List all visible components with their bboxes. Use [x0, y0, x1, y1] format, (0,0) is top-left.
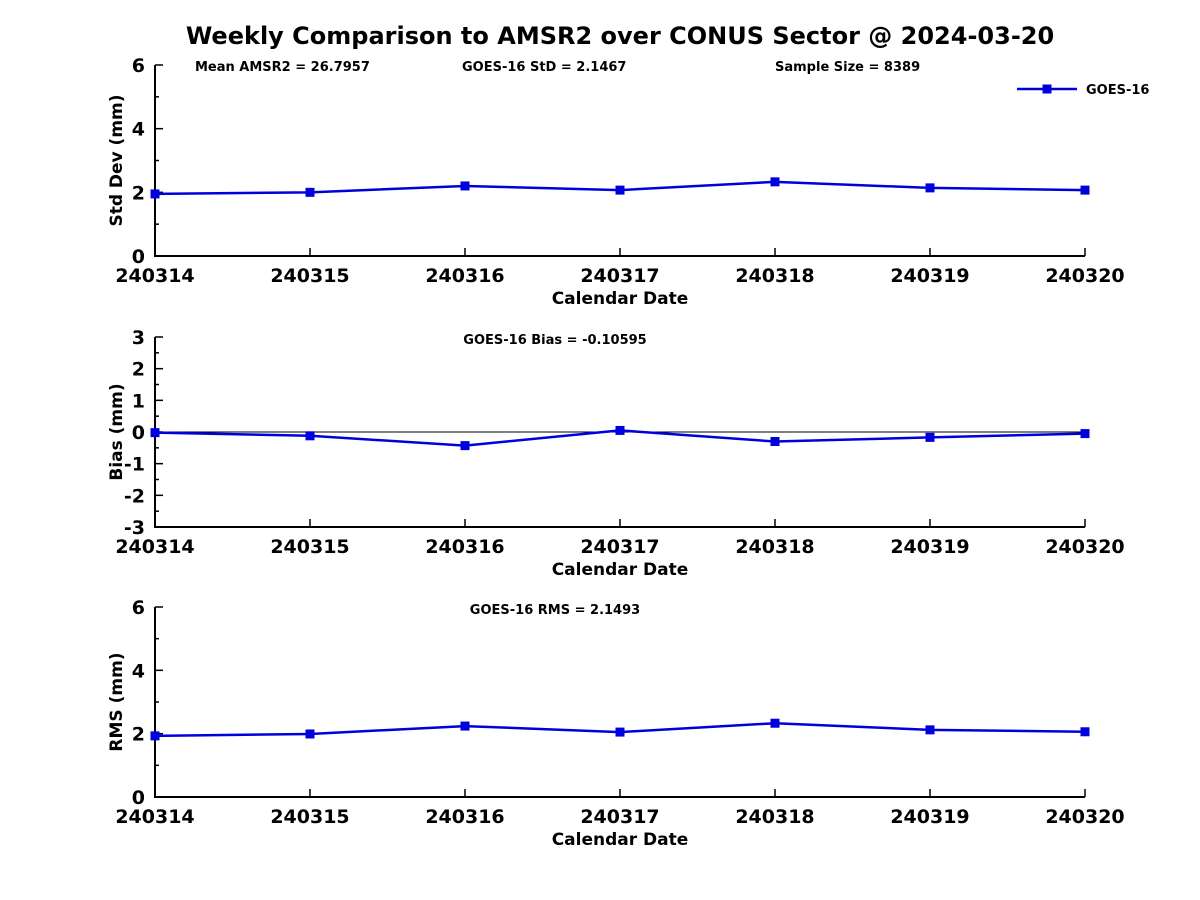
x-tick-label: 240320 — [1045, 265, 1124, 287]
figure-title: Weekly Comparison to AMSR2 over CONUS Se… — [185, 22, 1055, 50]
series-marker — [925, 432, 935, 442]
y-tick-label: 4 — [132, 660, 145, 682]
y-axis-label: Std Dev (mm) — [107, 94, 127, 226]
y-axis-label: RMS (mm) — [107, 652, 127, 751]
subplot-3: 0 2 4 6 240314 240315 240316 240317 240318 240319… — [107, 597, 1125, 850]
x-tick-label: 240316 — [425, 536, 504, 558]
series-marker — [1080, 727, 1090, 737]
y-tick-label: 6 — [132, 597, 145, 619]
series-marker — [925, 725, 935, 735]
y-tick-label: 0 — [132, 422, 145, 444]
x-tick-label: 240316 — [425, 806, 504, 828]
legend-marker-sample — [1042, 84, 1052, 94]
series-marker — [925, 183, 935, 193]
subplot-title: GOES-16 RMS = 2.1493 — [470, 603, 640, 618]
y-tick-label: 2 — [132, 724, 145, 746]
stat-annotation: Mean AMSR2 = 26.7957 — [195, 60, 370, 75]
x-tick-label: 240314 — [115, 806, 194, 828]
legend: GOES-16 — [1017, 83, 1149, 98]
stat-annotation: GOES-16 StD = 2.1467 — [462, 60, 626, 75]
y-tick-label: -2 — [124, 485, 145, 507]
stat-annotation: Sample Size = 8389 — [775, 60, 920, 75]
y-tick-label: -1 — [124, 454, 145, 476]
series-marker — [150, 428, 160, 438]
y-tick-label: -3 — [124, 517, 145, 539]
series-marker — [460, 181, 470, 191]
x-axis-label: Calendar Date — [552, 830, 689, 850]
series-marker — [615, 185, 625, 195]
y-tick-label: 3 — [132, 327, 145, 349]
x-tick-label: 240317 — [580, 265, 659, 287]
x-axis-label: Calendar Date — [552, 560, 689, 580]
series-marker — [305, 431, 315, 441]
series-marker — [305, 729, 315, 739]
series-marker — [615, 727, 625, 737]
y-axis-label: Bias (mm) — [107, 383, 127, 480]
x-tick-label: 240318 — [735, 806, 814, 828]
x-tick-label: 240315 — [270, 536, 349, 558]
x-tick-label: 240317 — [580, 536, 659, 558]
x-tick-label: 240319 — [890, 536, 969, 558]
legend-label: GOES-16 — [1086, 83, 1149, 98]
y-tick-label: 0 — [132, 246, 145, 268]
x-tick-label: 240315 — [270, 806, 349, 828]
x-tick-label: 240319 — [890, 806, 969, 828]
series-marker — [150, 731, 160, 741]
y-tick-label: 1 — [132, 390, 145, 412]
subplot-1: 0 2 4 6 240314 240315 240316 240317 240318 240319… — [107, 55, 1149, 309]
x-tick-label: 240314 — [115, 265, 194, 287]
subplot-title: GOES-16 Bias = -0.10595 — [463, 333, 646, 348]
series-marker — [460, 721, 470, 731]
series-marker — [770, 437, 780, 446]
y-tick-label: 0 — [132, 787, 145, 809]
x-tick-label: 240318 — [735, 536, 814, 558]
y-tick-label: 4 — [132, 119, 145, 141]
series-marker — [615, 425, 625, 435]
y-tick-label: 2 — [132, 359, 145, 381]
x-tick-label: 240315 — [270, 265, 349, 287]
x-axis-label: Calendar Date — [552, 289, 689, 309]
x-tick-label: 240316 — [425, 265, 504, 287]
series-marker — [305, 187, 315, 197]
series-marker — [150, 189, 160, 199]
x-tick-label: 240319 — [890, 265, 969, 287]
series-marker — [770, 177, 780, 187]
x-tick-label: 240320 — [1045, 536, 1124, 558]
series-marker — [460, 441, 470, 451]
y-tick-label: 6 — [132, 55, 145, 77]
x-tick-label: 240318 — [735, 265, 814, 287]
series-marker — [770, 718, 780, 728]
x-tick-label: 240317 — [580, 806, 659, 828]
x-tick-label: 240314 — [115, 536, 194, 558]
series-marker — [1080, 429, 1090, 439]
series-marker — [1080, 185, 1090, 195]
x-tick-label: 240320 — [1045, 806, 1124, 828]
y-tick-label: 2 — [132, 182, 145, 204]
subplot-2: -3 -2 -1 0 1 2 3 240314 240315 240316 240317 240318… — [107, 327, 1125, 580]
